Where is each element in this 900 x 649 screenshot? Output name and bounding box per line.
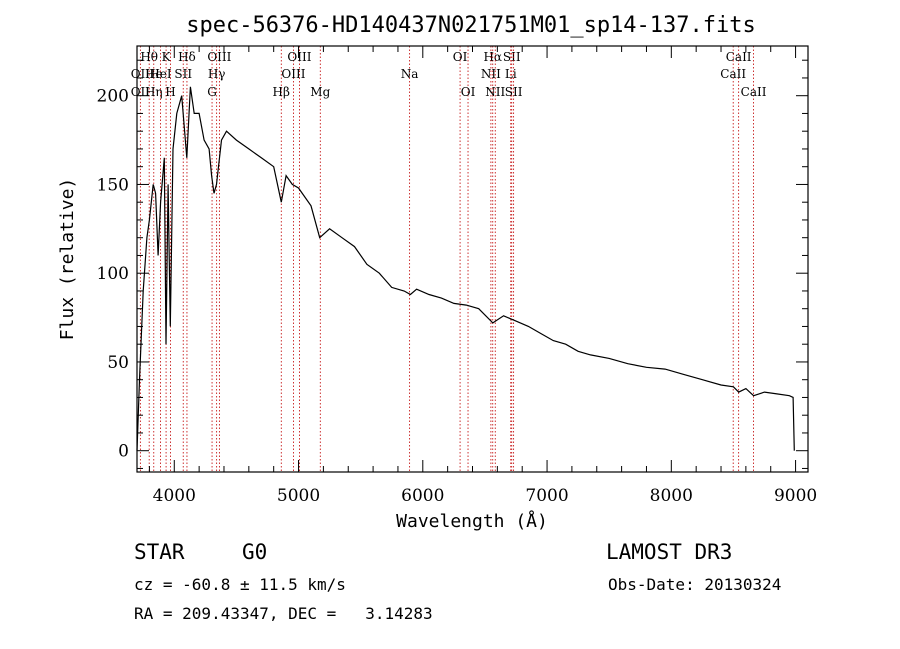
spectral-line-label: OIII (281, 67, 305, 81)
spectral-line-label: HeI (149, 67, 172, 81)
spectral-line-label: SII (505, 85, 523, 99)
y-tick-label: 200 (97, 87, 129, 107)
spectral-line-label: OI (453, 50, 468, 64)
spectral-line-label: CaII (726, 50, 752, 64)
y-tick-label: 0 (118, 442, 129, 462)
spectral-line-label: CaII (741, 85, 767, 99)
y-tick-label: 50 (107, 353, 129, 373)
x-tick-label: 9000 (774, 486, 817, 506)
x-tick-label: 5000 (277, 486, 320, 506)
spectral-line-label: OIII (287, 50, 311, 64)
x-axis-label: Wavelength (Å) (396, 510, 548, 532)
spectral-line-label: NII (481, 67, 501, 81)
coordinates: RA = 209.43347, DEC = 3.14283 (134, 604, 433, 623)
spectral-line-label: OII (131, 67, 151, 81)
spectral-line-label: Hη (145, 85, 163, 99)
subclass: G0 (242, 540, 268, 564)
y-tick-label: 150 (97, 175, 129, 195)
axis-ticks: 4000 5000 6000 7000 8000 9000 0 50 100 150 200 (97, 46, 817, 506)
observation-date: Obs-Date: 20130324 (608, 575, 782, 594)
spectral-line-label: Hθ (140, 50, 158, 64)
spectral-line-label: Hδ (178, 50, 196, 64)
y-axis-label: Flux (relative) (57, 178, 78, 341)
spectral-line-label: He (145, 67, 163, 81)
spectral-line-label: G (207, 85, 217, 99)
x-tick-label: 4000 (153, 486, 196, 506)
spectral-line-label: Hγ (208, 67, 226, 81)
spectral-line-label: Mg (310, 85, 330, 99)
spectral-line-label: OI (461, 85, 476, 99)
spectral-line-label: Na (401, 67, 419, 81)
spectrum-line (136, 86, 795, 451)
x-tick-label: 7000 (525, 486, 568, 506)
spectral-line-label: K (162, 50, 172, 64)
spectral-line-label: H (165, 85, 175, 99)
x-tick-label: 8000 (650, 486, 693, 506)
spectral-line-label: OIII (207, 50, 231, 64)
y-tick-label: 100 (97, 264, 129, 284)
spectral-line-label: SII (503, 50, 521, 64)
survey-name: LAMOST DR3 (606, 540, 733, 564)
spectral-line-label: SII (174, 67, 192, 81)
spectral-line-label: Hα (483, 50, 502, 64)
spectral-line-label: Li (505, 67, 517, 81)
redshift-cz: cz = -60.8 ± 11.5 km/s (134, 575, 346, 594)
spectral-line-label: Hβ (273, 85, 290, 99)
plot-frame (136, 45, 809, 473)
spectral-line-label: CaII (720, 67, 746, 81)
spectral-line-label: NII (485, 85, 505, 99)
chart-title: spec-56376-HD140437N021751M01_sp14-137.f… (186, 13, 756, 38)
x-tick-label: 6000 (401, 486, 444, 506)
object-type: STAR (134, 540, 185, 564)
